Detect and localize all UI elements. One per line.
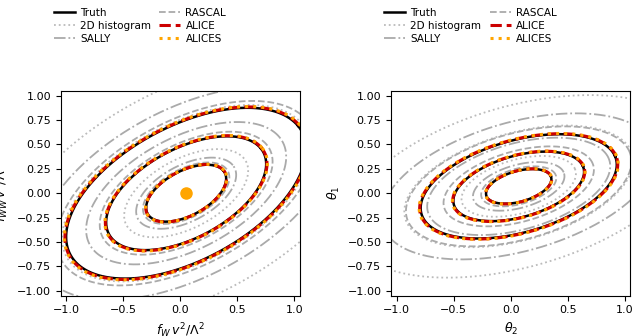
- X-axis label: $f_W\, v^2/\Lambda^2$: $f_W\, v^2/\Lambda^2$: [156, 321, 205, 336]
- Y-axis label: $\theta_1$: $\theta_1$: [326, 186, 342, 200]
- X-axis label: $\theta_2$: $\theta_2$: [504, 321, 518, 336]
- Legend: Truth, 2D histogram, SALLY, RASCAL, ALICE, ALICES: Truth, 2D histogram, SALLY, RASCAL, ALIC…: [384, 8, 557, 44]
- Legend: Truth, 2D histogram, SALLY, RASCAL, ALICE, ALICES: Truth, 2D histogram, SALLY, RASCAL, ALIC…: [54, 8, 226, 44]
- Y-axis label: $f_{WW}\, v^2/\Lambda^2$: $f_{WW}\, v^2/\Lambda^2$: [0, 164, 12, 222]
